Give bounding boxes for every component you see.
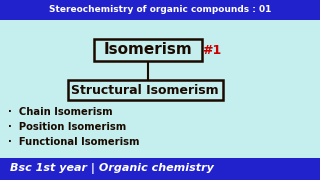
Text: Stereochemistry of organic compounds : 01: Stereochemistry of organic compounds : 0… xyxy=(49,6,271,15)
Text: Structural Isomerism: Structural Isomerism xyxy=(71,84,219,96)
FancyBboxPatch shape xyxy=(94,39,202,61)
Bar xyxy=(0,158,320,180)
Text: #1: #1 xyxy=(202,44,222,57)
Text: Bsc 1st year | Organic chemistry: Bsc 1st year | Organic chemistry xyxy=(10,163,214,174)
Text: ·  Chain Isomerism: · Chain Isomerism xyxy=(8,107,113,117)
Text: Isomerism: Isomerism xyxy=(104,42,192,57)
Text: ·  Functional Isomerism: · Functional Isomerism xyxy=(8,137,140,147)
FancyBboxPatch shape xyxy=(68,80,222,100)
Bar xyxy=(0,0,320,20)
Text: ·  Position Isomerism: · Position Isomerism xyxy=(8,122,126,132)
